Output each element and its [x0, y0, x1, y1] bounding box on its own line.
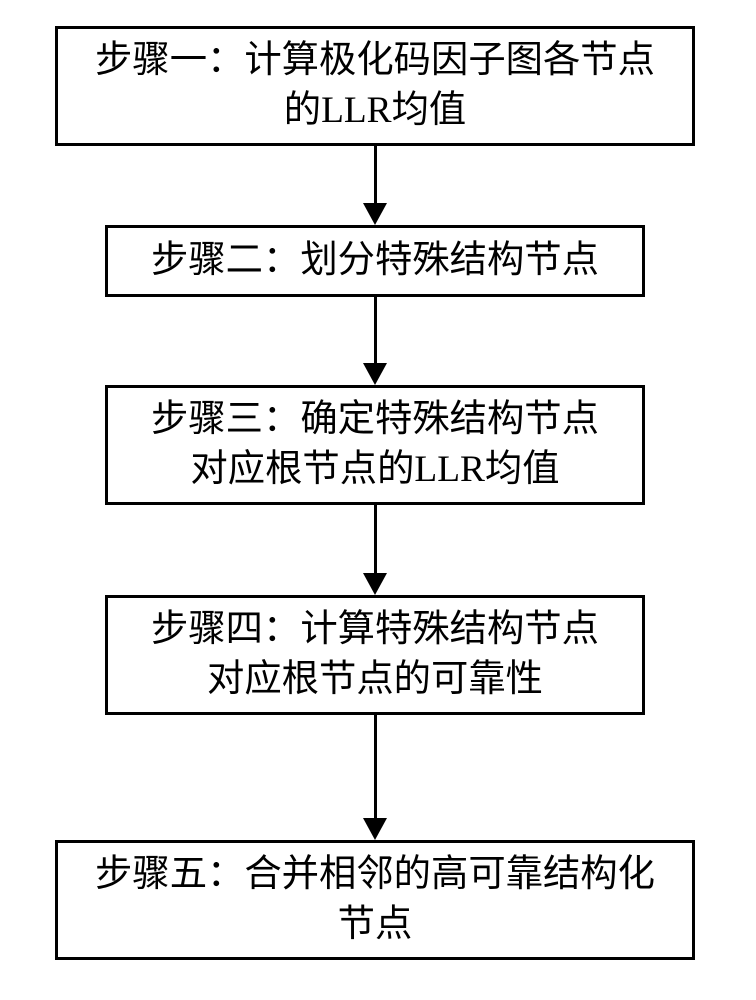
step-2-text: 步骤二：划分特殊结构节点: [151, 236, 599, 286]
arrow-3-line: [374, 505, 377, 573]
arrow-1-line: [374, 146, 377, 203]
arrow-4-head: [363, 818, 387, 840]
step-2-box: 步骤二：划分特殊结构节点: [105, 225, 645, 297]
flowchart-container: 步骤一：计算极化码因子图各节点 的LLR均值 步骤二：划分特殊结构节点 步骤三：…: [0, 0, 756, 1000]
step-5-box: 步骤五：合并相邻的高可靠结构化 节点: [55, 840, 695, 960]
arrow-2-line: [374, 297, 377, 363]
step-3-text: 步骤三：确定特殊结构节点 对应根节点的LLR均值: [151, 395, 599, 496]
step-3-box: 步骤三：确定特殊结构节点 对应根节点的LLR均值: [105, 385, 645, 505]
step-4-box: 步骤四：计算特殊结构节点 对应根节点的可靠性: [105, 595, 645, 715]
step-1-box: 步骤一：计算极化码因子图各节点 的LLR均值: [55, 26, 695, 146]
arrow-3-head: [363, 573, 387, 595]
arrow-4-line: [374, 715, 377, 818]
step-5-text: 步骤五：合并相邻的高可靠结构化 节点: [95, 850, 655, 951]
arrow-1-head: [363, 203, 387, 225]
step-4-text: 步骤四：计算特殊结构节点 对应根节点的可靠性: [151, 605, 599, 706]
arrow-2-head: [363, 363, 387, 385]
step-1-text: 步骤一：计算极化码因子图各节点 的LLR均值: [95, 36, 655, 137]
